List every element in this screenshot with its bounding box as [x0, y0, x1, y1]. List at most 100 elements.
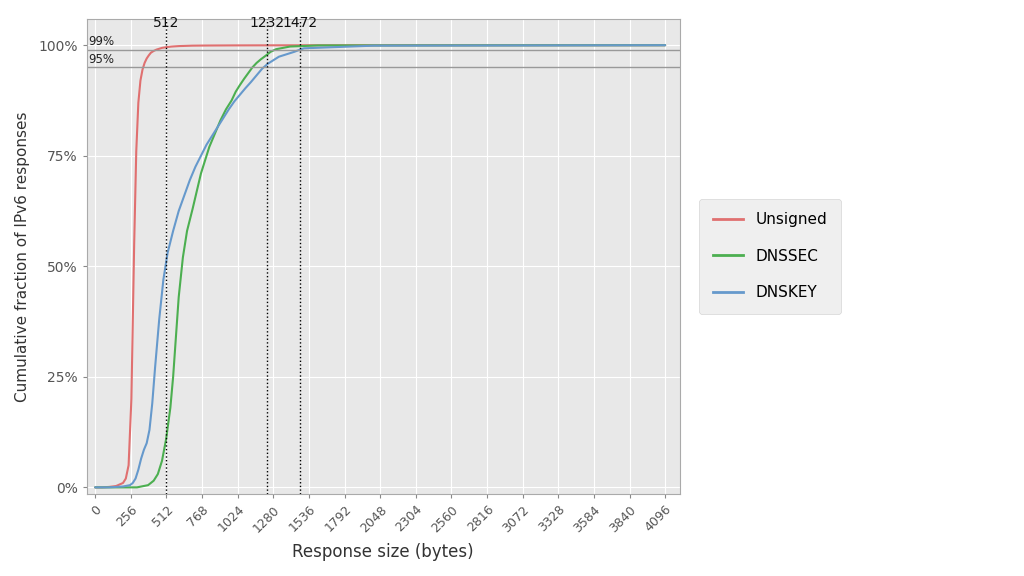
Unsigned — [132, 99, 144, 106]
Unsigned — [298, 42, 310, 49]
DNSKEY — [117, 483, 129, 490]
DNSKEY — [140, 439, 153, 446]
Text: 1232: 1232 — [249, 16, 285, 30]
Line: DNSKEY: DNSKEY — [95, 45, 666, 487]
DNSKEY — [240, 85, 252, 92]
Unsigned — [142, 52, 155, 59]
Legend: Unsigned, DNSSEC, DNSKEY: Unsigned, DNSSEC, DNSKEY — [699, 199, 841, 314]
DNSKEY — [251, 72, 263, 79]
DNSSEC — [270, 46, 283, 52]
DNSKEY — [89, 484, 101, 491]
DNSKEY — [368, 42, 380, 49]
Unsigned — [153, 46, 165, 52]
Unsigned — [151, 46, 163, 53]
DNSKEY — [127, 479, 139, 486]
DNSKEY — [272, 53, 285, 60]
DNSSEC — [156, 457, 168, 464]
DNSKEY — [132, 466, 144, 473]
Unsigned — [159, 44, 171, 51]
DNSKEY — [129, 475, 141, 482]
Text: 1472: 1472 — [283, 16, 317, 30]
Text: 512: 512 — [154, 16, 179, 30]
Y-axis label: Cumulative fraction of IPv6 responses: Cumulative fraction of IPv6 responses — [15, 111, 30, 401]
Unsigned — [130, 148, 142, 155]
DNSSEC — [311, 42, 324, 49]
DNSSEC — [142, 482, 155, 488]
Unsigned — [140, 55, 153, 62]
DNSKEY — [228, 98, 241, 105]
DNSSEC — [164, 404, 176, 411]
X-axis label: Response size (bytes): Response size (bytes) — [293, 543, 474, 561]
DNSKEY — [158, 276, 170, 283]
DNSSEC — [264, 48, 276, 55]
Unsigned — [89, 484, 101, 491]
DNSSEC — [259, 53, 271, 60]
DNSKEY — [233, 91, 246, 98]
DNSKEY — [167, 228, 179, 234]
DNSSEC — [247, 64, 259, 71]
DNSSEC — [233, 82, 246, 89]
DNSSEC — [261, 51, 273, 58]
DNSKEY — [659, 41, 672, 48]
DNSKEY — [173, 207, 185, 214]
DNSSEC — [186, 206, 199, 213]
DNSKEY — [162, 249, 174, 256]
DNSKEY — [124, 482, 136, 488]
DNSSEC — [177, 254, 189, 261]
DNSKEY — [217, 115, 229, 122]
DNSSEC — [173, 294, 185, 301]
Unsigned — [128, 241, 140, 248]
DNSKEY — [195, 152, 207, 159]
DNSKEY — [222, 106, 234, 113]
Unsigned — [156, 44, 168, 51]
DNSKEY — [206, 132, 218, 139]
Unsigned — [136, 66, 148, 73]
DNSKEY — [178, 192, 190, 199]
Unsigned — [103, 483, 116, 490]
DNSKEY — [138, 446, 151, 453]
DNSSEC — [209, 130, 221, 137]
Unsigned — [166, 43, 178, 50]
DNSKEY — [261, 60, 273, 67]
Unsigned — [117, 479, 129, 486]
DNSKEY — [294, 46, 306, 53]
Unsigned — [125, 396, 137, 403]
DNSKEY — [189, 164, 202, 170]
Unsigned — [120, 475, 132, 482]
DNSKEY — [281, 51, 293, 58]
Unsigned — [144, 50, 157, 56]
DNSKEY — [153, 316, 165, 323]
Text: 95%: 95% — [88, 53, 115, 66]
DNSKEY — [288, 48, 300, 55]
DNSSEC — [284, 43, 296, 50]
Unsigned — [186, 42, 199, 49]
DNSKEY — [110, 483, 122, 490]
DNSKEY — [103, 484, 116, 491]
DNSSEC — [160, 435, 172, 442]
Unsigned — [162, 44, 174, 51]
DNSSEC — [225, 97, 238, 104]
DNSSEC — [147, 478, 160, 484]
DNSSEC — [167, 373, 179, 380]
DNSSEC — [229, 88, 242, 95]
DNSKEY — [148, 365, 161, 372]
Unsigned — [147, 47, 160, 54]
Unsigned — [173, 43, 185, 50]
Unsigned — [134, 77, 146, 84]
DNSKEY — [201, 141, 213, 148]
DNSSEC — [195, 170, 207, 177]
DNSKEY — [183, 177, 196, 184]
Unsigned — [228, 42, 241, 49]
DNSSEC — [190, 188, 203, 195]
DNSSEC — [220, 106, 232, 113]
Text: 99%: 99% — [88, 35, 115, 48]
DNSKEY — [212, 124, 224, 131]
DNSKEY — [143, 426, 156, 433]
DNSKEY — [298, 45, 310, 52]
Unsigned — [123, 462, 135, 469]
DNSSEC — [199, 157, 211, 164]
DNSSEC — [242, 70, 254, 77]
Unsigned — [659, 41, 672, 48]
DNSKEY — [135, 455, 147, 462]
DNSSEC — [89, 484, 101, 491]
